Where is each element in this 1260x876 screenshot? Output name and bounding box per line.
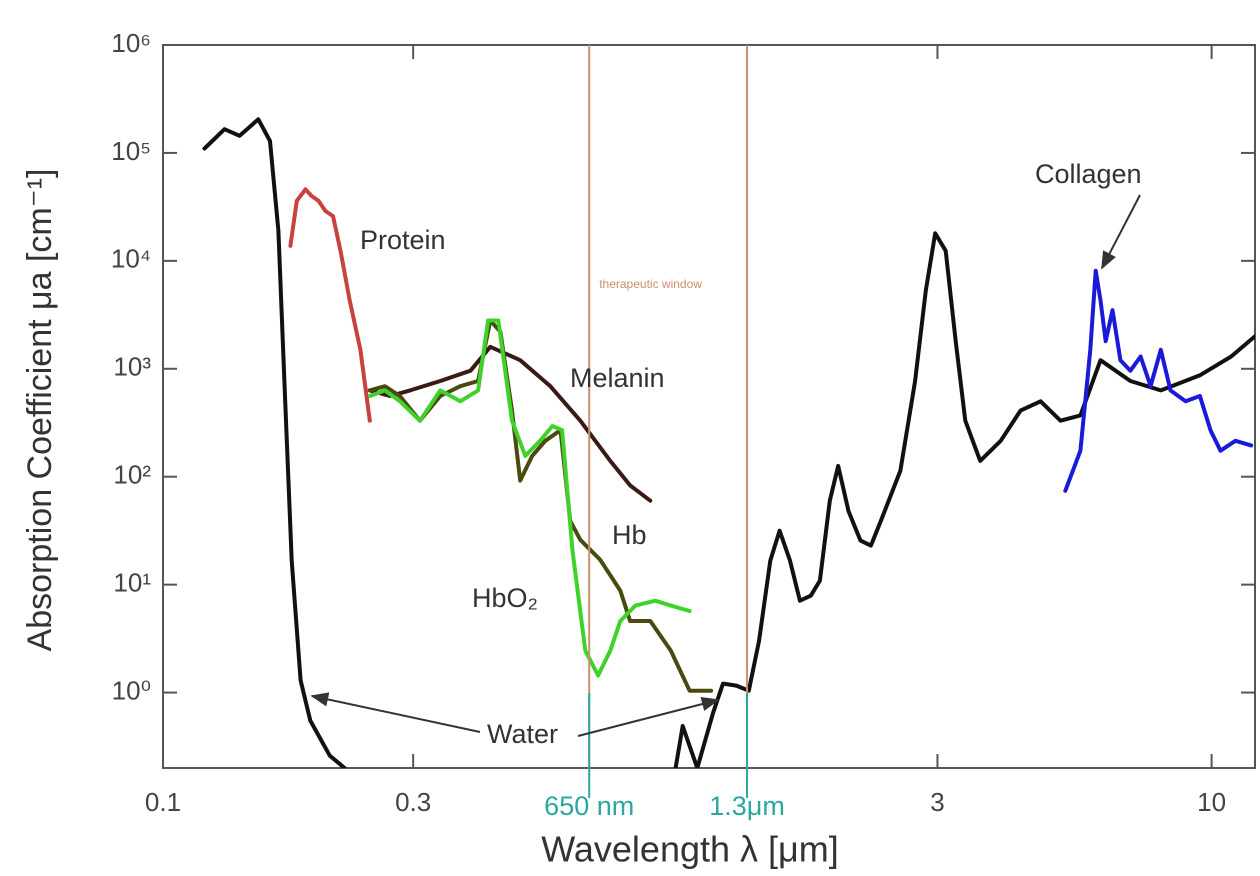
series-line [288, 187, 372, 423]
window-caption: therapeutic window [599, 277, 702, 291]
y-tick-label: 10⁶ [111, 28, 151, 58]
y-tick-label: 10⁵ [111, 136, 151, 166]
y-axis-label: Absorption Coefficient μa [cm⁻¹] [21, 169, 59, 652]
water-arrow [310, 692, 481, 733]
series-label: HbO₂ [472, 583, 538, 613]
x-tick-label: 10 [1197, 787, 1226, 817]
series-line [367, 318, 714, 693]
series-label: Melanin [570, 363, 665, 393]
series-line [367, 318, 692, 678]
window-label: 650 nm [544, 791, 634, 821]
plot-frame [162, 44, 1256, 769]
y-tick-label: 10⁴ [111, 244, 151, 274]
series-label: Collagen [1035, 159, 1142, 189]
water-arrow [577, 697, 720, 737]
series-label: Water [487, 719, 558, 749]
series-label: Protein [360, 225, 446, 255]
window-label: 1.3μm [709, 791, 785, 821]
x-tick-label: 0.3 [395, 787, 431, 817]
series-line [1063, 268, 1254, 493]
y-tick-label: 10¹ [113, 568, 151, 598]
series-line [202, 117, 1255, 768]
x-tick-label: 0.1 [145, 787, 181, 817]
y-tick-label: 10³ [113, 352, 151, 382]
x-tick-label: 3 [930, 787, 944, 817]
y-tick-label: 10⁰ [112, 675, 151, 705]
collagen-arrow [1101, 194, 1141, 270]
series-label: Hb [612, 520, 647, 550]
x-axis-label: Wavelength λ [μm] [541, 829, 839, 870]
y-tick-label: 10² [113, 460, 151, 490]
plot-area [202, 117, 1255, 768]
